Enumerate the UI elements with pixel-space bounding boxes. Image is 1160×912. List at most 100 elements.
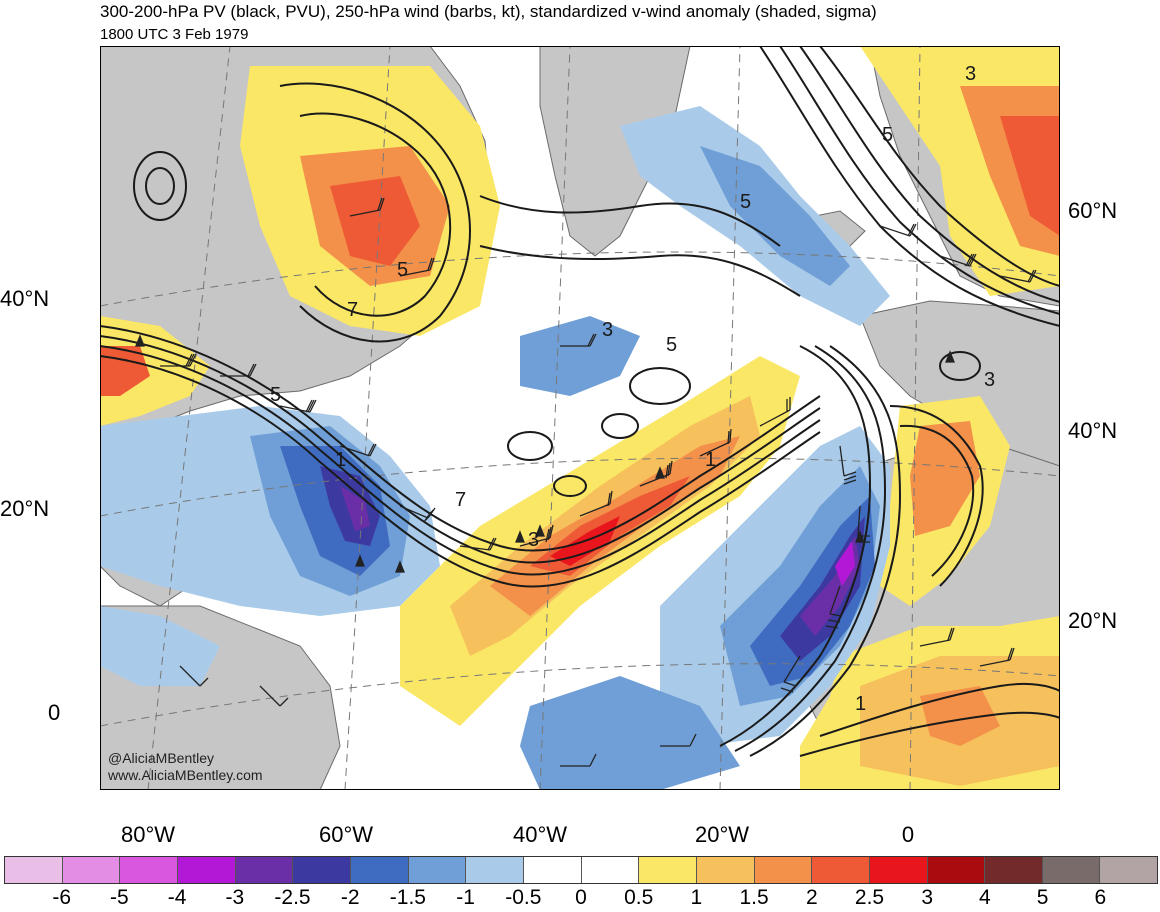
anomaly-positive-iberia-core [910,421,980,536]
colorbar-swatch [62,857,121,883]
anomaly-negative-caribbean [100,606,220,686]
land-greenland [539,46,691,257]
colorbar-label: 4 [979,886,991,909]
pv-contour-labrador-2 [299,112,452,317]
anomaly-negative-sw-atlantic-max [340,486,370,531]
pv-contour-jet-2 [100,335,821,564]
colorbar-swatch [177,857,236,883]
colorbar-swatch [639,857,697,883]
colorbar-swatch [696,857,755,883]
pv-contour-ridge-3 [799,46,1060,303]
lat-label-left: 40°N [0,286,50,311]
pv-contour-east-2 [734,345,887,752]
wind-barb-flag [535,524,545,537]
pv-contour-ridge-4 [819,46,1060,287]
wind-barb [220,363,257,377]
map-frame [100,46,1060,790]
colorbar-swatch [754,857,813,883]
colorbar-label: 3 [921,886,934,909]
contour-label: 3 [602,319,613,341]
wind-barb [579,490,613,517]
anomaly-negative-south-atlantic [520,676,740,790]
colorbar [4,856,1158,884]
pv-contour-jet-1 [100,325,821,552]
map-valid-time: 1800 UTC 3 Feb 1979 [100,26,249,43]
lat-label-right: 60°N [1068,198,1118,223]
pv-contour-north-1 [479,195,781,247]
anomaly-negative-north-atlantic [520,316,640,396]
colorbar-label: -5 [110,886,129,909]
colorbar-label: -1 [456,886,475,909]
contour-label: 5 [740,191,751,213]
contour-label: 3 [965,63,976,85]
colorbar-label: 0 [575,886,587,909]
pv-contour-ridge-2 [779,46,1060,315]
credit-handle: @AliciaMBentley [108,750,215,766]
wind-barb [279,399,317,413]
wind-barb [349,197,385,217]
wind-barb [259,685,289,707]
wind-barb [639,460,673,487]
colorbar-label: -2 [340,886,360,909]
contour-label: 3 [984,369,995,391]
wind-barb [839,445,857,485]
colorbar-label: 0.5 [624,886,654,909]
colorbar-label: 2.5 [854,886,885,909]
contour-label: 3 [528,529,539,551]
anomaly-positive-west-africa-inner [920,686,1000,746]
anomaly-negative-east-atlantic-inner [780,516,865,661]
colorbar-swatch [1042,857,1101,883]
wind-barb [179,665,209,687]
wind-barb-flag [945,350,955,363]
lon-label: 20°W [694,822,750,847]
lat-label-left: 0 [48,700,61,725]
contour-label: 5 [882,124,893,146]
colorbar-swatch [408,857,467,883]
wind-barb [825,585,843,629]
colorbar-swatch [350,857,409,883]
wind-barb-flag [395,560,405,573]
contour-label: 5 [397,259,408,281]
lat-label-left: 20°N [0,496,50,521]
colorbar-label: 5 [1036,886,1049,909]
pv-contour-iberia-2 [899,424,975,577]
anomaly-negative-iceland-core [700,146,850,286]
wind-barb [780,655,801,693]
colorbar-swatch [869,857,928,883]
wind-barb [399,505,436,523]
colorbar-label: -0.5 [505,886,542,909]
credit-site: www.AliciaMBentley.com [108,767,263,783]
wind-barb [999,269,1037,283]
lon-label: 60°W [318,822,374,847]
contour-label: 5 [270,384,281,406]
map-title: 300-200-hPa PV (black, PVU), 250-hPa win… [100,2,877,21]
colorbar-swatch [523,857,582,883]
wind-barb [759,397,791,427]
lat-label-right: 20°N [1068,608,1118,633]
pv-contour-north-2 [479,245,801,297]
wind-barb [339,443,377,457]
anomaly-positive-labrador-inner [330,176,420,266]
contour-label: 5 [666,334,677,356]
contour-label: 1 [855,693,866,715]
colorbar-swatch [5,857,63,883]
wind-barb [160,353,197,367]
colorbar-label: 2 [805,886,818,909]
pv-contour-iberia-1 [889,405,984,587]
colorbar-label: 1 [690,886,703,909]
pv-contour-east-1 [719,345,872,747]
colorbar-swatch [1100,857,1158,883]
pv-contour-labrador-1 [279,82,471,343]
wind-barb [939,253,977,267]
anomaly-shading [100,46,1060,790]
lon-label: 40°W [512,822,568,847]
colorbar-label: 1.5 [739,886,769,909]
colorbar-label: -6 [52,886,72,909]
contour-label: 7 [455,489,466,511]
colorbar-label: -1.5 [389,886,426,909]
colorbar-label: 6 [1094,886,1107,909]
anomaly-positive-scandinavia-inner [1000,116,1060,236]
map-panel: 5 5 5 5 5 3 3 3 3 7 7 1 1 1 [100,46,1060,790]
anomaly-positive-gulf [100,316,210,426]
colorbar-swatch [581,857,640,883]
